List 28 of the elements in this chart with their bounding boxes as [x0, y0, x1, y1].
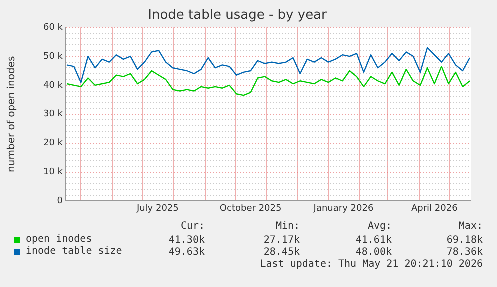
text: Min: — [275, 221, 302, 232]
y-tick-label: 10 k — [43, 168, 64, 178]
text: 27.17k — [262, 235, 300, 246]
text: Max: — [458, 221, 483, 232]
text: 78.36k — [446, 247, 483, 258]
chart-title: Inode table usage - by year — [148, 8, 328, 24]
y-tick-label: 20 k — [43, 138, 64, 149]
y-tick-label: 30 k — [43, 110, 64, 120]
text: Cur: — [180, 221, 206, 232]
legend-label: open inodes — [26, 234, 92, 245]
y-tick-label: 60 k — [43, 22, 64, 33]
text: 49.63k — [168, 247, 205, 258]
text: Avg: — [367, 221, 394, 232]
y-tick-label: 0 — [57, 196, 64, 207]
y-axis-title: number of open inodes — [6, 56, 18, 172]
x-tick-label: October 2025 — [220, 204, 282, 214]
x-tick-label: July 2025 — [136, 204, 179, 214]
text: Last update: Thu May 21 20:21:10 2026 — [260, 259, 483, 270]
y-tick-label: 40 k — [43, 80, 64, 91]
x-tick-label: January 2026 — [312, 204, 374, 214]
text: 48.00k — [354, 247, 392, 258]
text: 28.45k — [262, 247, 300, 258]
text: 41.30k — [168, 235, 205, 246]
y-tick-label: 50 k — [43, 52, 64, 62]
text: 69.18k — [446, 235, 483, 246]
text: 41.61k — [354, 235, 392, 246]
x-tick-label: April 2026 — [411, 204, 458, 214]
legend-label: inode table size — [26, 246, 122, 257]
